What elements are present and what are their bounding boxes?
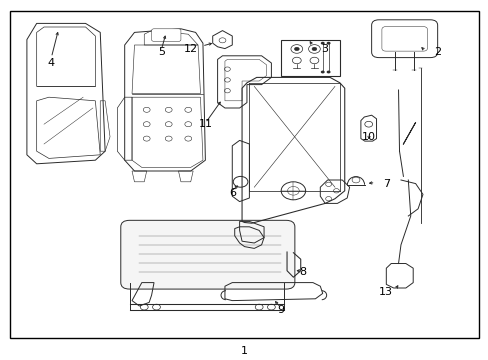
Text: 13: 13 bbox=[379, 287, 392, 297]
Text: 5: 5 bbox=[158, 47, 164, 57]
Circle shape bbox=[311, 47, 316, 51]
Text: 8: 8 bbox=[299, 267, 306, 277]
Bar bbox=[281, 40, 339, 76]
Text: 6: 6 bbox=[228, 188, 235, 198]
Text: 4: 4 bbox=[48, 58, 55, 68]
Circle shape bbox=[294, 47, 299, 51]
FancyBboxPatch shape bbox=[121, 220, 294, 289]
Text: 2: 2 bbox=[433, 47, 440, 57]
Circle shape bbox=[326, 71, 330, 73]
Text: 10: 10 bbox=[362, 132, 375, 142]
Circle shape bbox=[326, 42, 330, 45]
Text: 1: 1 bbox=[241, 346, 247, 356]
FancyBboxPatch shape bbox=[151, 29, 181, 41]
Text: 7: 7 bbox=[382, 179, 389, 189]
Text: 12: 12 bbox=[183, 44, 197, 54]
Text: 11: 11 bbox=[198, 119, 212, 129]
Text: 9: 9 bbox=[277, 305, 284, 315]
Circle shape bbox=[320, 71, 324, 73]
FancyBboxPatch shape bbox=[371, 20, 437, 58]
FancyBboxPatch shape bbox=[381, 27, 427, 51]
Circle shape bbox=[320, 42, 324, 45]
Text: 3: 3 bbox=[321, 44, 328, 54]
